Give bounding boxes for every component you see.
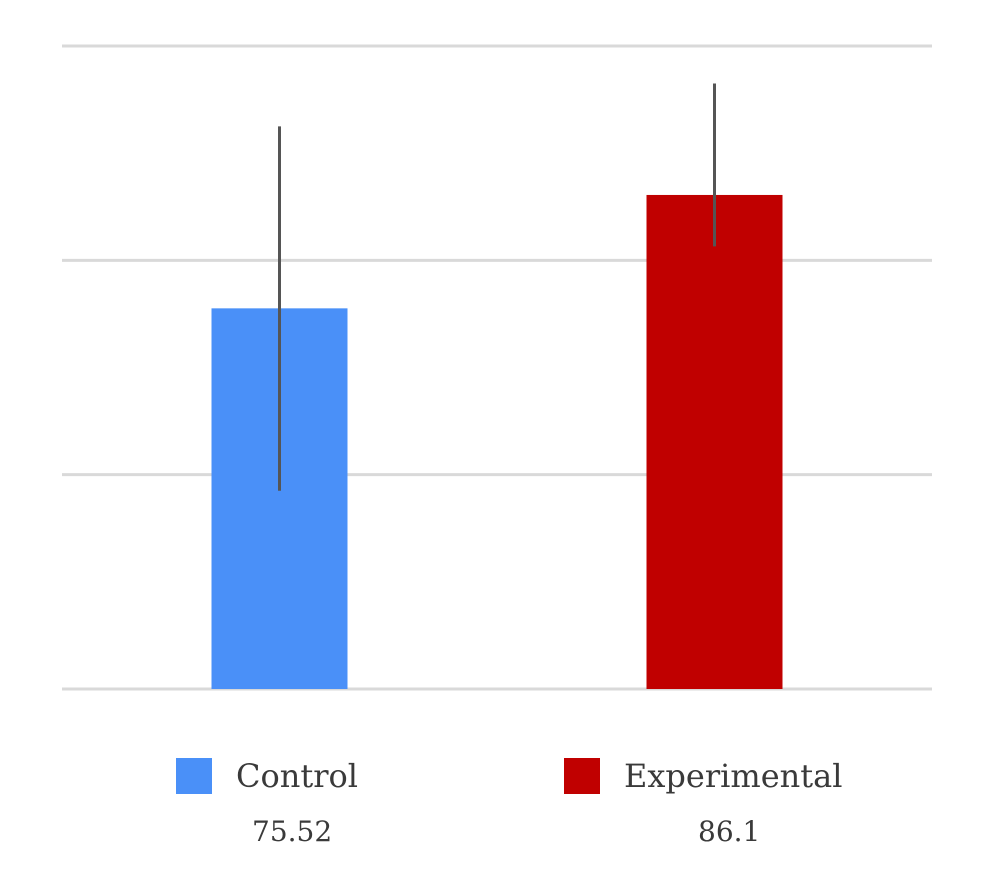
- bar-experimental: [646, 194, 783, 689]
- legend-item-control: Control: [176, 756, 358, 796]
- legend-label-experimental: Experimental: [624, 757, 843, 795]
- value-label-experimental: 86.1: [698, 815, 761, 848]
- bars: [211, 194, 783, 689]
- value-label-control: 75.52: [252, 815, 333, 848]
- legend-item-experimental: Experimental: [564, 756, 842, 796]
- error-bars: [278, 83, 716, 491]
- legend-swatch-control: [176, 758, 212, 794]
- gridlines: [62, 44, 932, 691]
- legend-swatch-experimental: [564, 758, 600, 794]
- legend-label-control: Control: [236, 757, 359, 795]
